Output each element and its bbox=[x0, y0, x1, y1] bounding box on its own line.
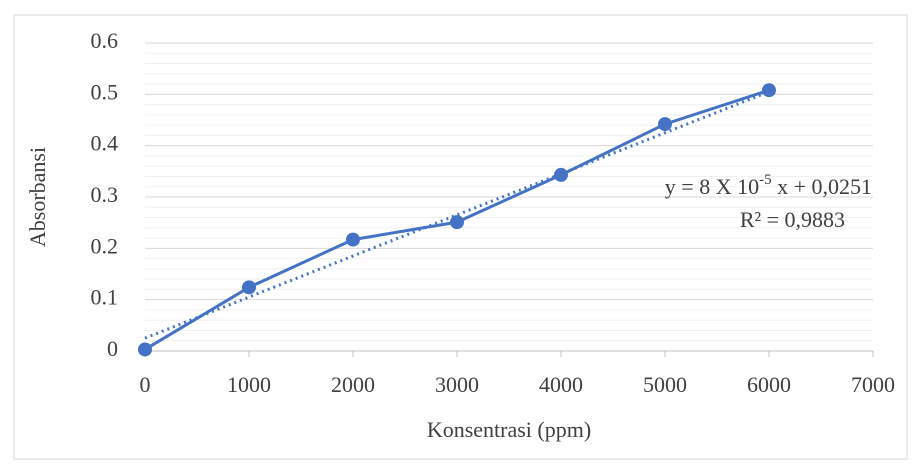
x-axis-title: Konsentrasi (ppm) bbox=[427, 417, 591, 442]
data-point bbox=[450, 215, 464, 229]
x-tick-label: 5000 bbox=[643, 372, 687, 397]
x-tick-label: 1000 bbox=[227, 372, 271, 397]
y-tick-label: 0.3 bbox=[91, 182, 119, 207]
chart: Konsentrasi (ppm) Absorbansi 0 0.1 0.2 0.3 0… bbox=[0, 0, 919, 466]
x-tick-label: 0 bbox=[140, 372, 151, 397]
y-tick-label: 0.1 bbox=[91, 285, 119, 310]
data-point bbox=[346, 233, 360, 247]
data-point bbox=[242, 280, 256, 294]
equation-part: x + 0,0251 bbox=[772, 174, 872, 199]
x-tick-label: 2000 bbox=[331, 372, 375, 397]
data-point bbox=[762, 83, 776, 97]
x-tick-label: 6000 bbox=[747, 372, 791, 397]
equation-part: -5 bbox=[759, 172, 772, 188]
data-point bbox=[138, 342, 152, 356]
y-tick-label: 0.2 bbox=[91, 233, 119, 258]
x-tick-label: 4000 bbox=[539, 372, 583, 397]
y-tick-label: 0.6 bbox=[91, 28, 119, 53]
y-tick-label: 0.4 bbox=[91, 131, 119, 156]
r-squared: R² = 0,9883 bbox=[740, 207, 845, 232]
y-tick-label: 0.5 bbox=[91, 79, 119, 104]
x-tick-label: 7000 bbox=[851, 372, 895, 397]
x-tick-label: 3000 bbox=[435, 372, 479, 397]
y-axis-title: Absorbansi bbox=[25, 147, 50, 247]
y-tick-label: 0 bbox=[107, 336, 118, 361]
data-point bbox=[658, 117, 672, 131]
data-point bbox=[554, 168, 568, 182]
equation-part: y = 8 X 10 bbox=[665, 174, 759, 199]
